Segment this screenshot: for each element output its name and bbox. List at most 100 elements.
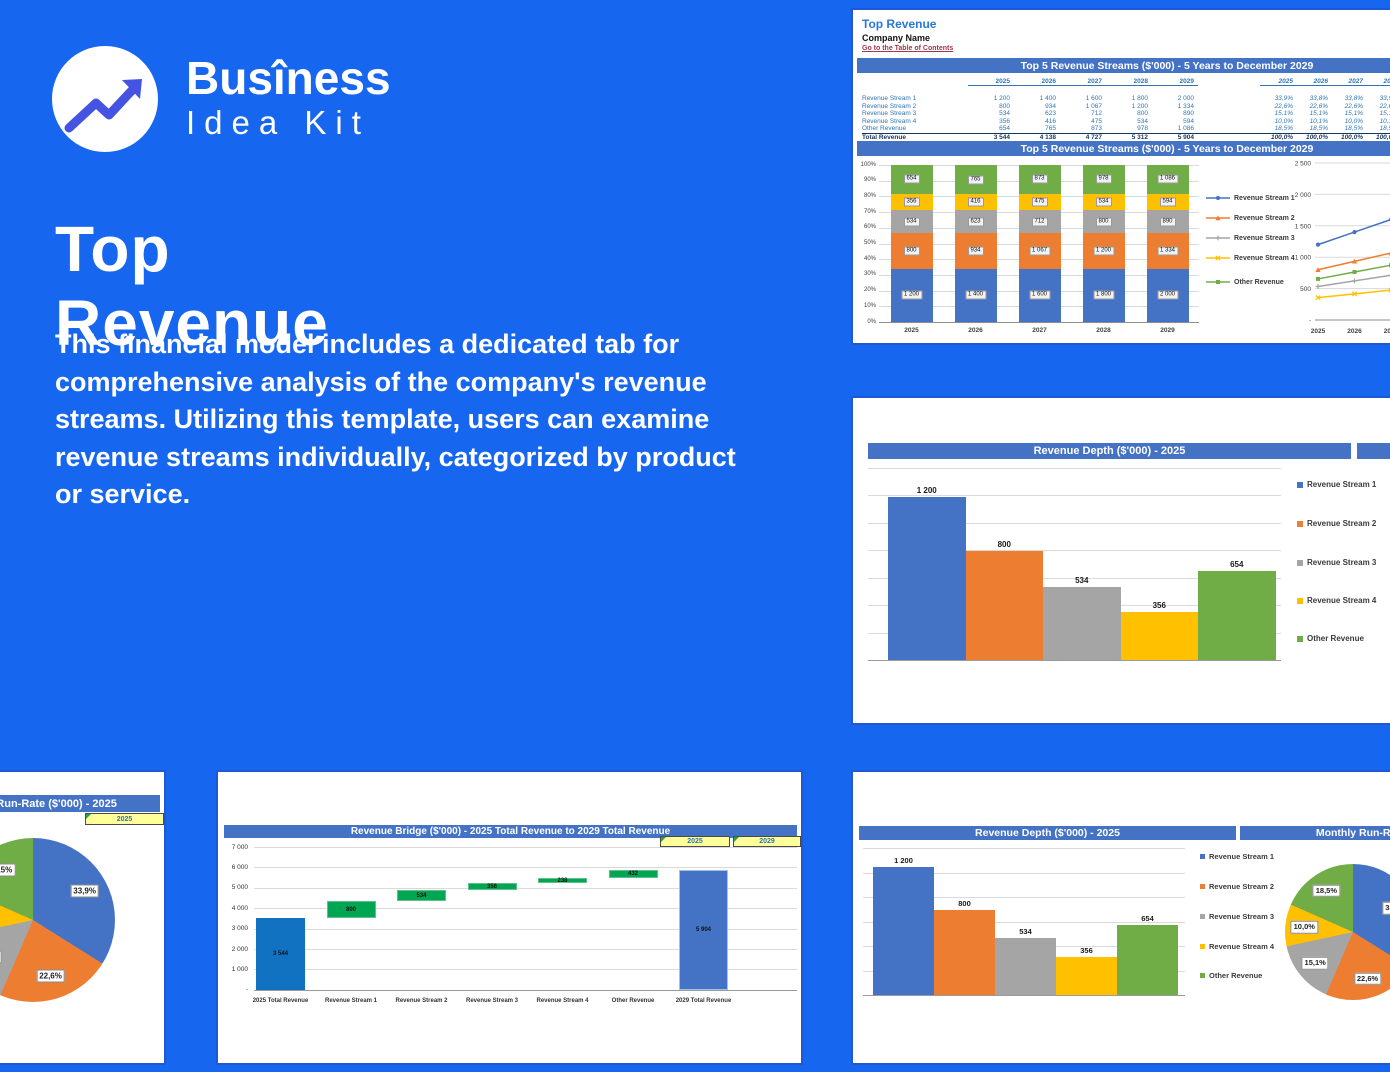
- legend-swatch-icon: [1297, 597, 1303, 604]
- bar-data-label: 1 067: [1028, 246, 1051, 256]
- table-section-titlebar: Top 5 Revenue Streams ($'000) - 5 Years …: [857, 58, 1390, 73]
- cell-pct: 33,8%: [1309, 95, 1328, 102]
- cell-value: 2 000: [1177, 95, 1194, 102]
- bar-data-label: 765: [967, 175, 984, 184]
- legend-label: Other Revenue: [1307, 634, 1364, 643]
- y-axis-tick-label: 90%: [863, 177, 876, 184]
- cell-value: 934: [1045, 102, 1056, 110]
- dropdown-corner-marker: [86, 814, 91, 819]
- toc-link[interactable]: Go to the Table of Contents: [862, 45, 954, 52]
- bar-data-label: 3 544: [272, 950, 289, 957]
- depth-bar-chart-2: 1 200 800 534 356 654: [853, 772, 1390, 1072]
- cell-pct: 100,0%: [1375, 133, 1390, 141]
- dropdown-corner-marker: [661, 837, 666, 842]
- bar-data-label: 416: [967, 197, 984, 207]
- gridline: [868, 522, 1281, 524]
- y-axis-tick-label: 5 000: [231, 884, 248, 892]
- page-title: Top Revenue: [55, 213, 329, 359]
- bridge-year-from-value: 2025: [687, 838, 703, 845]
- year-selector-value: 2025: [116, 815, 133, 823]
- gridline: [254, 887, 797, 889]
- cell-value: 2027: [1060, 78, 1106, 86]
- legend-swatch-icon: [1200, 973, 1205, 978]
- runrate-title: Monthly Run-Rate ($'000) - 2025: [0, 797, 117, 810]
- bar-data-label: 978: [1095, 174, 1112, 184]
- gridline: [254, 989, 797, 991]
- bar-data-label: 1 200: [900, 290, 923, 300]
- cell-value: 800: [999, 102, 1010, 110]
- depth-chart-title: Revenue Depth ($'000) - 2025: [1033, 445, 1186, 457]
- legend-label: Revenue Stream 4: [1307, 596, 1377, 605]
- bar-data-label: 534: [903, 217, 920, 227]
- cell-value: 5 312: [1131, 133, 1148, 141]
- y-axis-tick-label: 1 000: [231, 965, 248, 973]
- cell-pct: 10,0%: [1344, 117, 1363, 125]
- bridge-year-to-dropdown[interactable]: 2029: [733, 836, 801, 847]
- stacked-chart-legend: Revenue Stream 1 Revenue Stream 2 Revenue …: [1205, 10, 1295, 310]
- table-row: Other Revenue 654 765 873 978 1 086 18,5% 18,5%…: [862, 125, 1390, 133]
- depth-bar: [1043, 587, 1121, 660]
- legend-item: Revenue Stream 3: [1205, 233, 1295, 243]
- legend-item: Revenue Stream 2: [1200, 882, 1274, 891]
- brand-name-line2: Idea Kit: [186, 104, 370, 141]
- cell-value: 4 727: [1085, 133, 1102, 141]
- year-selector-dropdown[interactable]: 2025: [85, 813, 164, 825]
- cell-pct: 100,0%: [1305, 133, 1328, 141]
- y-axis-tick-label: -: [245, 986, 248, 994]
- bar-data-label: 800: [903, 246, 920, 256]
- cell-value: 1 200: [993, 95, 1010, 102]
- y-axis-tick-label: 70%: [863, 208, 876, 215]
- panel-depth-and-runrate: Revenue Depth ($'000) - 2025 Monthly Run…: [851, 770, 1390, 1065]
- brand-logo: Busîness Idea Kit: [52, 46, 391, 152]
- gridline: [254, 867, 797, 869]
- cell-value: 712: [1091, 110, 1102, 117]
- depth-bar: [965, 551, 1043, 660]
- gridline: [868, 468, 1281, 469]
- bridge-waterfall-chart: 7 000 6 000 5 000 4 000 3 000 2 000 1 000 - 3 54…: [218, 772, 805, 1067]
- cell-pct: 22,6%: [1274, 102, 1293, 110]
- bar-data-label: 1 334: [1156, 246, 1179, 256]
- cell-pct: 22,6%: [1309, 102, 1328, 110]
- pie-slice-label: 22,6%: [36, 969, 65, 983]
- legend-marker-icon: [1206, 215, 1230, 221]
- legend-item: Revenue Stream 1: [1205, 193, 1295, 203]
- cell-pct: 15,1%: [1309, 110, 1328, 117]
- legend-swatch-icon: [1297, 559, 1303, 566]
- y-axis-tick-label: 6 000: [231, 863, 248, 871]
- legend-label: Revenue Stream 3: [1234, 234, 1295, 242]
- svg-text:2025: 2025: [1311, 328, 1326, 335]
- cell-value: 1 200: [1131, 102, 1148, 110]
- waterfall-bar: [326, 901, 376, 918]
- legend-marker-icon: [1206, 255, 1230, 261]
- bar-data-label: 594: [1159, 197, 1176, 207]
- y-axis-tick-label: 3 000: [231, 925, 248, 933]
- legend-label: Revenue Stream 1: [1307, 480, 1377, 489]
- legend-item: Revenue Stream 3: [1297, 558, 1376, 567]
- legend-label: Revenue Stream 2: [1307, 519, 1377, 528]
- row-label: Other Revenue: [862, 125, 907, 132]
- x-axis-label: 2026: [968, 327, 983, 334]
- brand-name-line1: Busîness: [186, 52, 391, 104]
- waterfall-bar: [397, 890, 446, 902]
- cell-value: 1 067: [1085, 102, 1102, 110]
- x-axis-label: 2028: [1096, 327, 1111, 334]
- table-row: Revenue Stream 4 356 416 475 534 594 10,0% 10,1…: [862, 118, 1390, 126]
- legend-label: Other Revenue: [1209, 971, 1263, 980]
- pie-slice-label: 10,0%: [1290, 920, 1318, 934]
- row-label: Revenue Stream 1: [862, 95, 917, 102]
- cell-value: 356: [999, 117, 1010, 125]
- legend-item: Other Revenue: [1297, 634, 1364, 643]
- bar-data-label: 800: [1095, 217, 1112, 226]
- legend-item: Revenue Stream 1: [1200, 852, 1274, 861]
- y-axis-tick-label: 30%: [863, 271, 876, 278]
- y-axis-tick-label: 100%: [860, 161, 876, 168]
- bar-data-label: 934: [967, 246, 984, 256]
- bridge-year-from-dropdown[interactable]: 2025: [660, 836, 730, 847]
- legend-marker-icon: [1206, 235, 1230, 241]
- bar-data-label: 356: [903, 197, 920, 207]
- runrate-titlebar: Monthly Run-Rate ($'000) - 2025: [0, 795, 160, 812]
- legend-item: Revenue Stream 3: [1200, 912, 1274, 921]
- svg-text:-: -: [1309, 318, 1311, 325]
- bar-data-label: 654: [1141, 914, 1154, 924]
